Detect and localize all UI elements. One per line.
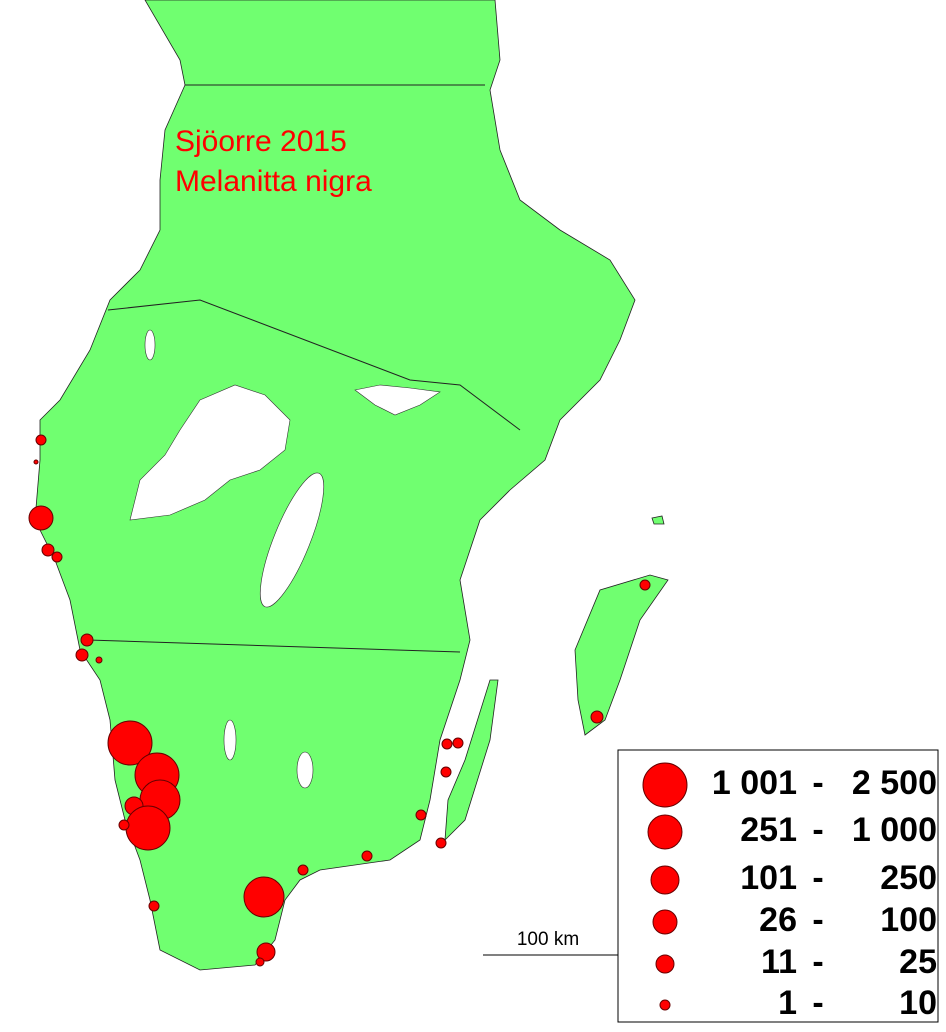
scale-label: 100 km (517, 929, 579, 950)
legend-separator: - (812, 811, 823, 849)
lakes (129, 329, 441, 789)
borders (87, 84, 521, 653)
legend-separator: - (812, 764, 823, 802)
legend-min: 11 (761, 943, 797, 981)
land (34, 0, 669, 971)
legend-max: 2 500 (852, 764, 937, 802)
legend-max: 100 (880, 901, 937, 939)
legend-max: 10 (899, 984, 937, 1022)
map-subtitle: Melanitta nigra (175, 165, 372, 198)
legend-max: 25 (899, 943, 937, 981)
legend-symbol (652, 909, 678, 935)
legend-symbol (659, 999, 671, 1011)
map-title: Sjöorre 2015 (175, 125, 347, 158)
legend-symbol (655, 954, 675, 974)
legend-min: 1 001 (712, 764, 797, 802)
legend-min: 1 (778, 984, 797, 1022)
legend-max: 1 000 (852, 811, 937, 849)
legend-max: 250 (880, 859, 937, 897)
legend-separator: - (812, 859, 823, 897)
legend-separator: - (812, 943, 823, 981)
legend-separator: - (812, 984, 823, 1022)
legend-separator: - (812, 901, 823, 939)
observation-dots (28, 434, 651, 967)
legend-min: 251 (740, 811, 797, 849)
legend-min: 101 (740, 859, 797, 897)
legend-symbol (647, 814, 683, 850)
legend-symbol (642, 762, 688, 808)
legend-min: 26 (759, 901, 797, 939)
legend-symbol (650, 865, 680, 895)
